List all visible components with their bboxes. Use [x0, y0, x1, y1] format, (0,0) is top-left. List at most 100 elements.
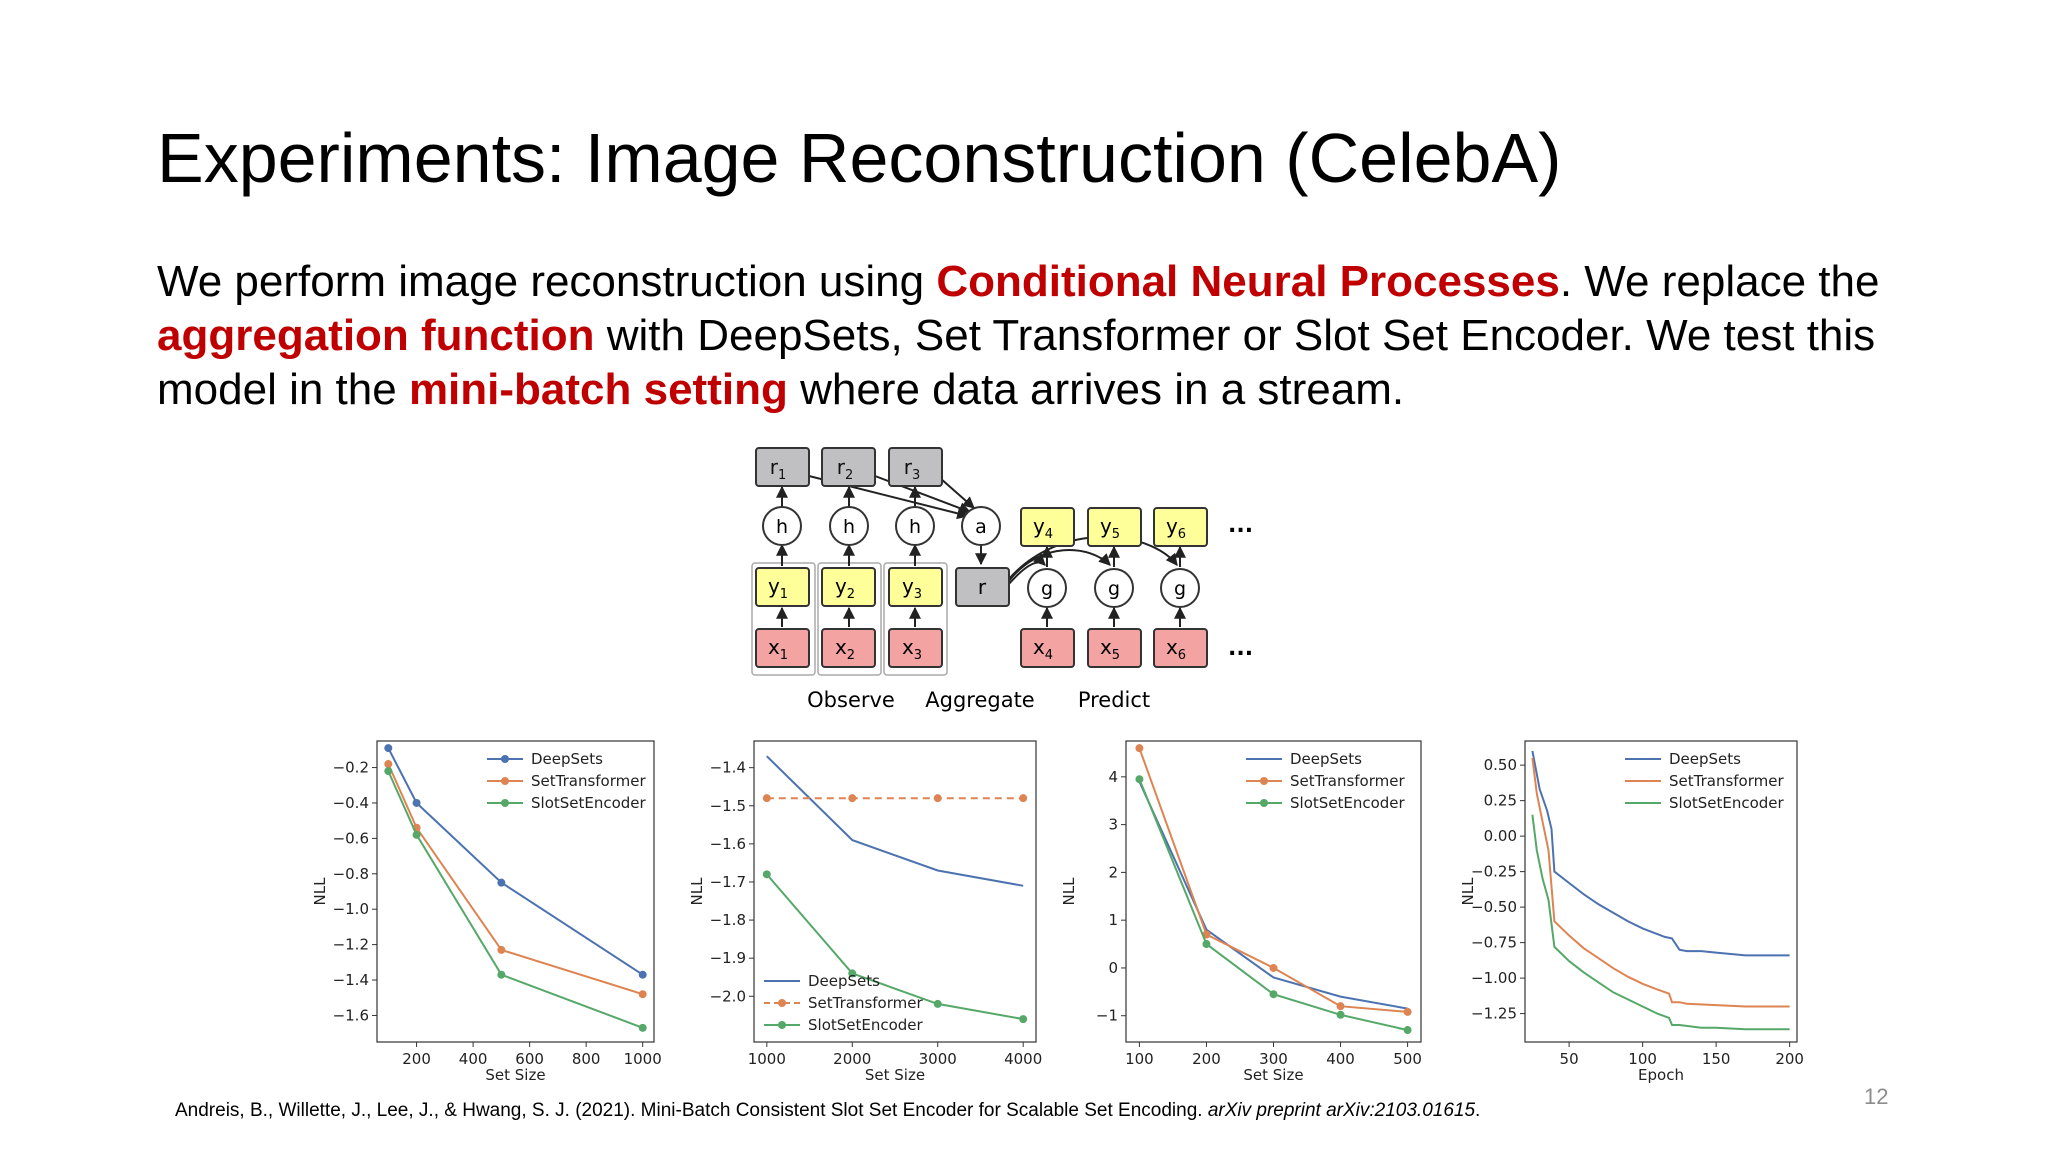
- data-point: [933, 794, 942, 803]
- data-point: [384, 760, 393, 769]
- legend-marker: [1260, 799, 1268, 807]
- y-tick-label: −1.2: [333, 936, 369, 954]
- observe-group-2: [817, 562, 882, 676]
- series-line-DeepSets: [766, 755, 1024, 887]
- data-point: [1202, 940, 1211, 949]
- legend-label: DeepSets: [1290, 750, 1362, 768]
- x-tick-label: 1000: [748, 1050, 786, 1068]
- h-node-1: h: [762, 506, 802, 546]
- observe-group-3: [883, 562, 948, 676]
- series-line-SlotSetEncoder: [766, 873, 1024, 1021]
- a-node: a: [961, 506, 1001, 546]
- legend-marker: [778, 999, 786, 1007]
- y-tick-label: 0.00: [1484, 827, 1517, 845]
- data-point: [1269, 963, 1278, 972]
- x-tick-label: 200: [1192, 1050, 1221, 1068]
- series-line-SlotSetEncoder: [1138, 778, 1408, 1032]
- ellipsis-top: ...: [1228, 513, 1253, 538]
- citation: Andreis, B., Willette, J., Lee, J., & Hw…: [175, 1100, 1480, 1122]
- legend-label: SlotSetEncoder: [531, 794, 647, 812]
- series-line-DeepSets: [1531, 750, 1790, 957]
- x-tick-label: 4000: [1004, 1050, 1042, 1068]
- r-aggregate-node: r: [955, 567, 1010, 607]
- x-tick-label: 400: [459, 1050, 488, 1068]
- legend-marker: [501, 799, 509, 807]
- x-pred-node-5: x5: [1087, 628, 1142, 668]
- y-axis-label: NLL: [688, 877, 706, 906]
- y-tick-label: −0.25: [1471, 863, 1517, 881]
- svg-text:x4: x4: [1033, 635, 1053, 663]
- body-paragraph: We perform image reconstruction using Co…: [157, 255, 1947, 417]
- stage-label-aggregate: Aggregate: [925, 688, 1034, 712]
- svg-text:x5: x5: [1100, 635, 1120, 663]
- data-point: [497, 970, 506, 979]
- svg-text:g: g: [1174, 578, 1186, 600]
- y-tick-label: 1: [1108, 911, 1118, 929]
- svg-text:y3: y3: [902, 574, 922, 602]
- legend-label: DeepSets: [531, 750, 603, 768]
- y-tick-label: −1.0: [333, 900, 369, 918]
- data-point: [1269, 990, 1278, 999]
- y-tick-label: −1.5: [710, 797, 746, 815]
- svg-text:r: r: [978, 575, 987, 599]
- y-tick-label: −0.6: [333, 829, 369, 847]
- data-point: [762, 870, 771, 879]
- x-obs-node-3: x3: [888, 628, 943, 668]
- svg-text:h: h: [843, 516, 855, 538]
- y-tick-label: −1.4: [333, 971, 369, 989]
- stage-label-predict: Predict: [1078, 688, 1150, 712]
- observe-group-1: [751, 562, 816, 676]
- svg-text:h: h: [776, 516, 788, 538]
- x-tick-label: 200: [402, 1050, 431, 1068]
- data-point: [1403, 1007, 1412, 1016]
- chart-frame: [1524, 740, 1798, 1043]
- y-tick-label: 3: [1108, 816, 1118, 834]
- y-tick-label: 0: [1108, 959, 1118, 977]
- y-tick-label: 0.25: [1484, 792, 1517, 810]
- x-tick-label: 150: [1702, 1050, 1731, 1068]
- y-tick-label: −1.9: [710, 949, 746, 967]
- data-point: [933, 999, 942, 1008]
- data-point: [1202, 930, 1211, 939]
- legend-label: SetTransformer: [1290, 772, 1405, 790]
- highlight-mini-batch-setting: mini-batch setting: [408, 365, 788, 414]
- y-tick-label: −0.4: [333, 794, 369, 812]
- series-line-DeepSets: [1138, 781, 1408, 1010]
- svg-text:x1: x1: [768, 635, 788, 663]
- y-tick-label: −1.00: [1471, 969, 1517, 987]
- y-tick-label: −0.8: [333, 865, 369, 883]
- y-tick-label: 2: [1108, 863, 1118, 881]
- citation-text: Andreis, B., Willette, J., Lee, J., & Hw…: [175, 1100, 1208, 1121]
- x-pred-node-6: x6: [1153, 628, 1208, 668]
- x-axis-label: Set Size: [1243, 1066, 1303, 1084]
- chart-frame: [753, 740, 1037, 1043]
- x-tick-label: 1000: [624, 1050, 662, 1068]
- y-tick-label: −1.6: [333, 1006, 369, 1024]
- y-tick-label: −0.2: [333, 759, 369, 777]
- data-point: [497, 878, 506, 887]
- x-tick-label: 600: [515, 1050, 544, 1068]
- r-node-2: r2: [821, 447, 876, 487]
- body-text-2: . We replace the: [1559, 257, 1880, 306]
- h-node-2: h: [829, 506, 869, 546]
- y-axis-label: NLL: [1060, 877, 1078, 906]
- citation-venue: arXiv preprint arXiv:2103.01615: [1207, 1100, 1476, 1121]
- svg-text:a: a: [975, 516, 987, 538]
- ellipsis-bottom: ...: [1228, 636, 1253, 661]
- legend-label: SetTransformer: [1669, 772, 1784, 790]
- legend-marker: [778, 1021, 786, 1029]
- x-obs-node-2: x2: [821, 628, 876, 668]
- svg-text:r3: r3: [904, 455, 921, 483]
- x-tick-label: 3000: [919, 1050, 957, 1068]
- y-tick-label: −2.0: [710, 987, 746, 1005]
- svg-text:x3: x3: [902, 635, 922, 663]
- svg-text:r2: r2: [837, 455, 854, 483]
- slide-title: Experiments: Image Reconstruction (Celeb…: [157, 119, 1562, 197]
- series-line-SlotSetEncoder: [387, 770, 644, 1029]
- series-line-SlotSetEncoder: [1531, 814, 1790, 1031]
- y-tick-label: −1: [1096, 1007, 1118, 1025]
- x-axis-label: Epoch: [1638, 1066, 1684, 1084]
- data-point: [1019, 1015, 1028, 1024]
- data-point: [638, 970, 647, 979]
- legend-label: SetTransformer: [808, 994, 923, 1012]
